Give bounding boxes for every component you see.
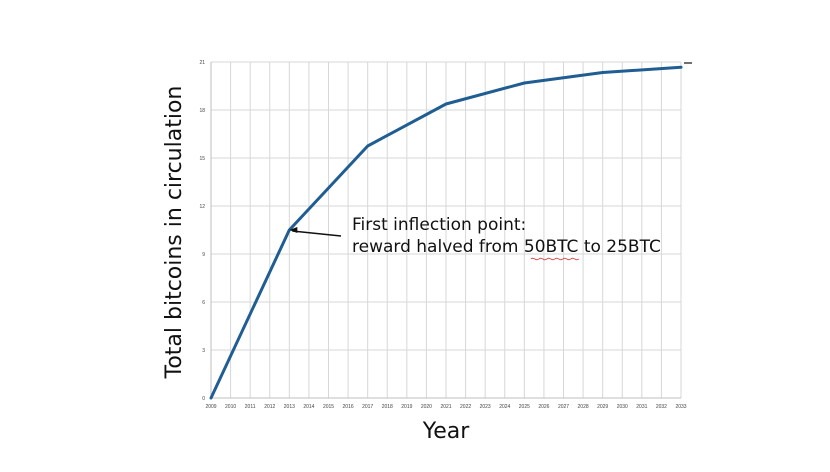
x-axis-title: Year	[422, 419, 471, 444]
series-point	[209, 396, 213, 400]
x-tick-label: 2015	[323, 404, 334, 410]
annotation-text-line: reward halved from 50BTC to 25BTC	[352, 237, 661, 257]
y-tick-label: 12	[199, 204, 205, 210]
x-tick-label: 2029	[597, 404, 608, 410]
series-point	[444, 102, 448, 106]
annotation-arrow-line	[292, 230, 342, 237]
chart-axes	[210, 62, 692, 399]
chart-labels-layer: 2009 2010 2011 2012 2013 2014 2015 2016 2017 2018…	[162, 60, 687, 444]
x-tick-label: 2013	[284, 404, 295, 410]
x-tick-label: 2019	[401, 404, 412, 410]
y-tick-label: 0	[202, 396, 205, 402]
x-tick-label: 2021	[440, 404, 451, 410]
y-tick-label: 15	[199, 156, 205, 162]
x-tick-label: 2026	[538, 404, 549, 410]
x-tick-label: 2025	[519, 404, 530, 410]
x-tick-label: 2028	[578, 404, 589, 410]
x-tick-label: 2014	[303, 404, 314, 410]
annotation-arrowhead	[289, 227, 298, 233]
x-tick-label: 2010	[225, 404, 236, 410]
x-tick-label: 2017	[362, 404, 373, 410]
series-point	[523, 81, 526, 85]
y-tick-label: 18	[199, 108, 205, 114]
series-point	[366, 144, 369, 148]
x-tick-label: 2022	[460, 404, 471, 410]
series-point	[288, 228, 291, 232]
annotation-text-line: First inflection point:	[352, 215, 526, 235]
series-point	[601, 71, 604, 74]
y-tick-label: 21	[199, 60, 205, 66]
y-tick-label: 9	[202, 252, 205, 258]
x-tick-label: 2012	[264, 404, 275, 410]
x-tick-label: 2009	[205, 404, 216, 410]
x-tick-label: 2024	[499, 404, 510, 410]
x-tick-label: 2033	[675, 404, 686, 410]
y-axis-title: Total bitcoins in circulation	[162, 86, 187, 380]
x-tick-label: 2032	[656, 404, 667, 410]
x-tick-label: 2031	[636, 404, 647, 410]
x-tick-label: 2030	[617, 404, 628, 410]
chart-grid	[210, 61, 682, 399]
series-point	[679, 66, 683, 69]
x-tick-label: 2027	[558, 404, 569, 410]
x-tick-label: 2016	[343, 404, 354, 410]
y-tick-label: 3	[202, 348, 205, 354]
x-tick-label: 2018	[382, 404, 393, 410]
x-tick-label: 2011	[245, 404, 256, 410]
x-tick-label: 2020	[421, 404, 432, 410]
y-tick-label: 6	[202, 300, 205, 306]
x-tick-label: 2023	[480, 404, 491, 410]
spellcheck-underline	[530, 257, 580, 261]
chart-annotation-layer: First inflection point:reward halved fro…	[289, 215, 661, 261]
